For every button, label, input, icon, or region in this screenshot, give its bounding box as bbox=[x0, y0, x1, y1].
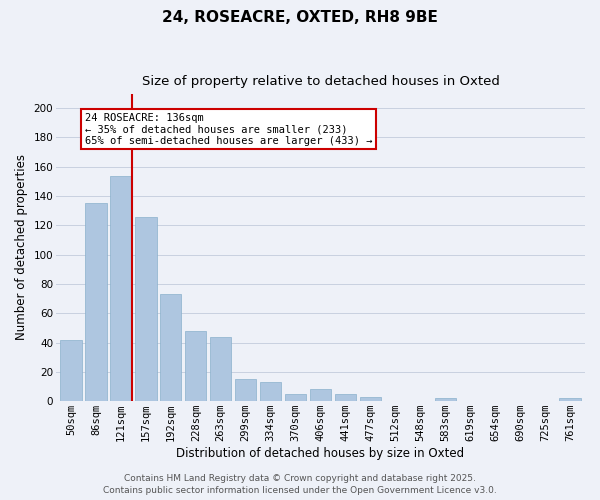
X-axis label: Distribution of detached houses by size in Oxted: Distribution of detached houses by size … bbox=[176, 447, 464, 460]
Bar bbox=[559, 398, 581, 401]
Bar bbox=[185, 331, 206, 401]
Bar bbox=[360, 397, 381, 401]
Bar bbox=[310, 390, 331, 401]
Bar bbox=[61, 340, 82, 401]
Bar bbox=[85, 204, 107, 401]
Text: Contains HM Land Registry data © Crown copyright and database right 2025.
Contai: Contains HM Land Registry data © Crown c… bbox=[103, 474, 497, 495]
Text: 24, ROSEACRE, OXTED, RH8 9BE: 24, ROSEACRE, OXTED, RH8 9BE bbox=[162, 10, 438, 25]
Bar bbox=[260, 382, 281, 401]
Bar bbox=[210, 336, 232, 401]
Y-axis label: Number of detached properties: Number of detached properties bbox=[15, 154, 28, 340]
Bar bbox=[434, 398, 456, 401]
Bar bbox=[335, 394, 356, 401]
Bar bbox=[135, 216, 157, 401]
Bar bbox=[285, 394, 306, 401]
Bar bbox=[160, 294, 181, 401]
Bar bbox=[235, 379, 256, 401]
Text: 24 ROSEACRE: 136sqm
← 35% of detached houses are smaller (233)
65% of semi-detac: 24 ROSEACRE: 136sqm ← 35% of detached ho… bbox=[85, 112, 372, 146]
Bar bbox=[110, 176, 131, 401]
Title: Size of property relative to detached houses in Oxted: Size of property relative to detached ho… bbox=[142, 75, 499, 88]
